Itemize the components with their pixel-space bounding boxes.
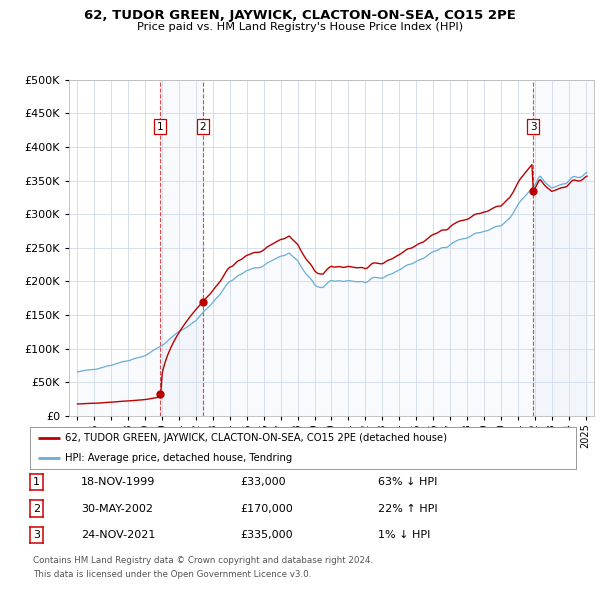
Text: 1: 1 (157, 122, 163, 132)
Text: This data is licensed under the Open Government Licence v3.0.: This data is licensed under the Open Gov… (33, 571, 311, 579)
Bar (533, 80, 594, 416)
Text: 2: 2 (33, 504, 40, 513)
Text: 22% ↑ HPI: 22% ↑ HPI (378, 504, 437, 513)
Text: £33,000: £33,000 (240, 477, 286, 487)
Bar (160, 80, 203, 416)
Text: 3: 3 (33, 530, 40, 540)
Text: Contains HM Land Registry data © Crown copyright and database right 2024.: Contains HM Land Registry data © Crown c… (33, 556, 373, 565)
Text: 2: 2 (200, 122, 206, 132)
Text: 18-NOV-1999: 18-NOV-1999 (81, 477, 155, 487)
Text: 63% ↓ HPI: 63% ↓ HPI (378, 477, 437, 487)
Text: Price paid vs. HM Land Registry's House Price Index (HPI): Price paid vs. HM Land Registry's House … (137, 22, 463, 32)
Text: £335,000: £335,000 (240, 530, 293, 540)
Text: 1% ↓ HPI: 1% ↓ HPI (378, 530, 430, 540)
Text: 30-MAY-2002: 30-MAY-2002 (81, 504, 153, 513)
Text: HPI: Average price, detached house, Tendring: HPI: Average price, detached house, Tend… (65, 453, 293, 463)
Text: 62, TUDOR GREEN, JAYWICK, CLACTON-ON-SEA, CO15 2PE (detached house): 62, TUDOR GREEN, JAYWICK, CLACTON-ON-SEA… (65, 432, 448, 442)
Text: 24-NOV-2021: 24-NOV-2021 (81, 530, 155, 540)
Text: 3: 3 (530, 122, 536, 132)
Text: £170,000: £170,000 (240, 504, 293, 513)
Text: 1: 1 (33, 477, 40, 487)
Text: 62, TUDOR GREEN, JAYWICK, CLACTON-ON-SEA, CO15 2PE: 62, TUDOR GREEN, JAYWICK, CLACTON-ON-SEA… (84, 9, 516, 22)
